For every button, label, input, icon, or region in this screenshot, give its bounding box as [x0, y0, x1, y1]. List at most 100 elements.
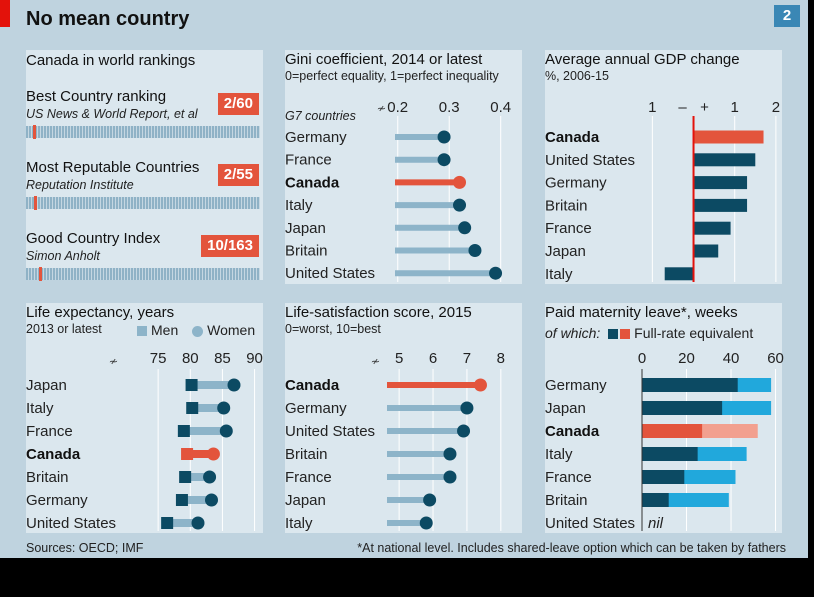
category-label: Germany — [285, 129, 347, 146]
life-expectancy-panel: Life expectancy, years 2013 or latest Me… — [26, 303, 263, 533]
category-label: Germany — [545, 377, 607, 394]
maternity-panel: Paid maternity leave*, weeks of which: F… — [545, 303, 784, 533]
rankings-panel: Canada in world rankings Best Country ra… — [26, 50, 263, 281]
fullrate-bar — [642, 493, 669, 507]
men-point — [186, 402, 199, 414]
life-satisfaction-panel: Life-satisfaction score, 2015 0=worst, 1… — [285, 303, 522, 533]
women-point — [191, 516, 205, 530]
data-point — [473, 378, 487, 392]
gini-subtitle: 0=perfect equality, 1=perfect inequality — [285, 69, 499, 83]
category-label: France — [26, 423, 73, 440]
ranking-name: Most Reputable Countries — [26, 159, 200, 176]
ranking-value: 2/55 — [217, 164, 259, 186]
category-label: Britain — [26, 469, 69, 486]
life-plot: 75 80 85 90 Japan Italy France Canada Britain Ger… — [26, 350, 263, 532]
ranking-source: Reputation Institute — [26, 178, 134, 192]
women-point — [206, 447, 220, 461]
category-label: United States — [545, 152, 635, 169]
category-label: Italy — [285, 197, 313, 214]
tick-label: 7 — [463, 350, 471, 367]
women-point — [227, 378, 241, 392]
gini-category-header: G7 countries — [285, 109, 356, 123]
fullrate-bar — [642, 470, 685, 484]
data-point — [457, 424, 471, 438]
tick-label: 40 — [723, 350, 740, 367]
category-label: Canada — [285, 377, 340, 394]
category-label: Japan — [545, 243, 586, 260]
ranking-bar — [26, 197, 260, 209]
men-point — [179, 471, 192, 483]
category-label: Germany — [26, 492, 88, 509]
gini-panel: Gini coefficient, 2014 or latest 0=perfe… — [285, 50, 522, 284]
figure-number-badge: 2 — [774, 5, 800, 27]
page-title: No mean country — [26, 8, 190, 30]
axis-break-icon: ≁ — [370, 356, 380, 368]
fullrate-bar — [642, 447, 698, 461]
category-label: Britain — [545, 492, 588, 509]
men-point — [161, 517, 174, 529]
tick-label: 85 — [214, 350, 231, 367]
axis-break-icon: ≁ — [376, 103, 386, 115]
tick-label: 0.3 — [439, 99, 460, 116]
legend-fullrate-label: Full-rate equivalent — [634, 325, 754, 341]
category-label: Japan — [26, 377, 67, 394]
data-point — [423, 493, 437, 507]
data-bar — [693, 244, 719, 258]
data-bar — [693, 221, 731, 235]
women-point — [205, 493, 218, 507]
data-point — [419, 516, 433, 530]
ranking-source: Simon Anholt — [26, 249, 100, 263]
data-point — [458, 221, 472, 235]
ranking-value: 2/60 — [217, 93, 259, 115]
men-point — [181, 448, 194, 460]
data-point — [453, 175, 467, 189]
tick-label: 5 — [395, 350, 403, 367]
ranking-source: US News & World Report, et al — [26, 107, 198, 121]
gini-title: Gini coefficient, 2014 or latest — [285, 51, 483, 68]
category-label: Japan — [545, 400, 586, 417]
category-label: Canada — [26, 446, 81, 463]
tick-label: 80 — [182, 350, 199, 367]
sat-subtitle: 0=worst, 10=best — [285, 322, 381, 336]
women-legend-swatch — [192, 325, 204, 337]
category-label: France — [545, 220, 592, 237]
fullrate-bar — [642, 424, 703, 438]
data-point — [489, 266, 503, 280]
red-tag — [0, 0, 10, 27]
data-bar — [693, 198, 748, 212]
tick-label: 75 — [150, 350, 167, 367]
category-label: Japan — [285, 492, 326, 509]
data-point — [443, 470, 457, 484]
category-label: Italy — [545, 266, 573, 283]
axis-break-icon: ≁ — [108, 356, 118, 368]
tick-label: 2 — [772, 99, 780, 116]
tick-label: 0.4 — [490, 99, 511, 116]
tick-label: – — [678, 99, 687, 116]
ranking-marker — [32, 125, 36, 139]
tick-label: 1 — [731, 99, 739, 116]
gdp-subtitle: %, 2006-15 — [545, 69, 609, 83]
footnote: *At national level. Includes shared-leav… — [357, 541, 786, 555]
sat-plot: 5 6 7 8 Canada Germany United States Britain Fra… — [285, 350, 505, 532]
category-label: France — [285, 469, 332, 486]
gini-plot: 0.2 0.3 0.4 Germany France Canada Italy Japan Br… — [285, 99, 511, 282]
category-label: Japan — [285, 220, 326, 237]
men-point — [177, 425, 190, 437]
tick-label: 0 — [638, 350, 646, 367]
data-bar — [693, 153, 756, 167]
life-subtitle: 2013 or latest — [26, 322, 102, 336]
legend-men-label: Men — [151, 322, 179, 338]
tick-label: 20 — [678, 350, 695, 367]
tick-label: + — [700, 99, 709, 116]
category-label: Germany — [285, 400, 347, 417]
men-legend-swatch — [137, 326, 147, 337]
gdp-title: Average annual GDP change — [545, 51, 740, 68]
dark-legend-swatch — [608, 329, 619, 340]
life-title: Life expectancy, years — [26, 304, 175, 321]
data-point — [453, 198, 467, 212]
ranking-name: Best Country ranking — [26, 88, 167, 105]
red-legend-swatch — [620, 329, 631, 340]
maternity-plot: 0 20 40 60 Germany Japan Canada Italy France Brit… — [545, 350, 784, 532]
category-label: United States — [545, 515, 635, 532]
gdp-panel: Average annual GDP change %, 2006-15 1 – +… — [545, 50, 782, 284]
